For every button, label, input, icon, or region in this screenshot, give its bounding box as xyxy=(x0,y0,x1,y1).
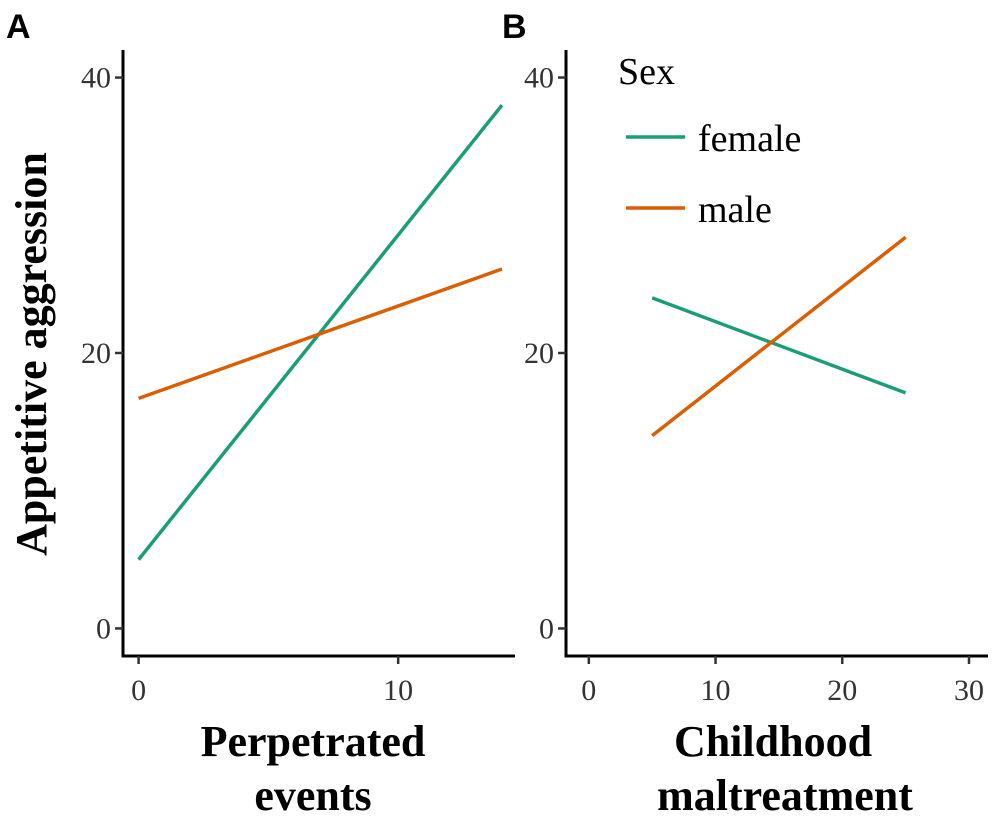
series-line-female xyxy=(651,296,907,395)
y-tick-label: 40 xyxy=(524,62,554,95)
legend-label-male: male xyxy=(698,189,772,231)
legend: Sex female male xyxy=(618,51,801,231)
series-line-male xyxy=(651,235,907,437)
x-axis-title-b-line1: Childhood xyxy=(674,717,872,766)
panel-b-letter: B xyxy=(502,8,527,46)
legend-label-female: female xyxy=(698,118,801,160)
x-tick-label: 10 xyxy=(383,674,413,707)
panel-a-plot: 0 20 40 0 10 xyxy=(81,50,515,707)
x-tick-label: 0 xyxy=(131,674,146,707)
x-axis-title-a-line2: events xyxy=(254,771,371,820)
series-line-male xyxy=(138,267,503,401)
x-axis-title-b-line2: maltreatment xyxy=(657,771,913,820)
legend-title: Sex xyxy=(618,51,675,93)
y-tick-label: 20 xyxy=(524,337,554,370)
x-axis-title-a-line1: Perpetrated xyxy=(201,717,426,766)
panel-b-plot: 0 20 40 0 10 20 30 xyxy=(524,50,988,707)
x-tick-label: 0 xyxy=(581,674,596,707)
y-tick-label: 0 xyxy=(539,612,554,645)
x-tick-label: 30 xyxy=(954,674,984,707)
panel-a-letter: A xyxy=(6,8,31,46)
y-axis-title: Appetitive aggression xyxy=(7,152,56,556)
y-tick-label: 20 xyxy=(81,337,111,370)
x-tick-label: 20 xyxy=(827,674,857,707)
x-tick-label: 10 xyxy=(701,674,731,707)
y-tick-label: 0 xyxy=(96,612,111,645)
y-tick-label: 40 xyxy=(81,62,111,95)
